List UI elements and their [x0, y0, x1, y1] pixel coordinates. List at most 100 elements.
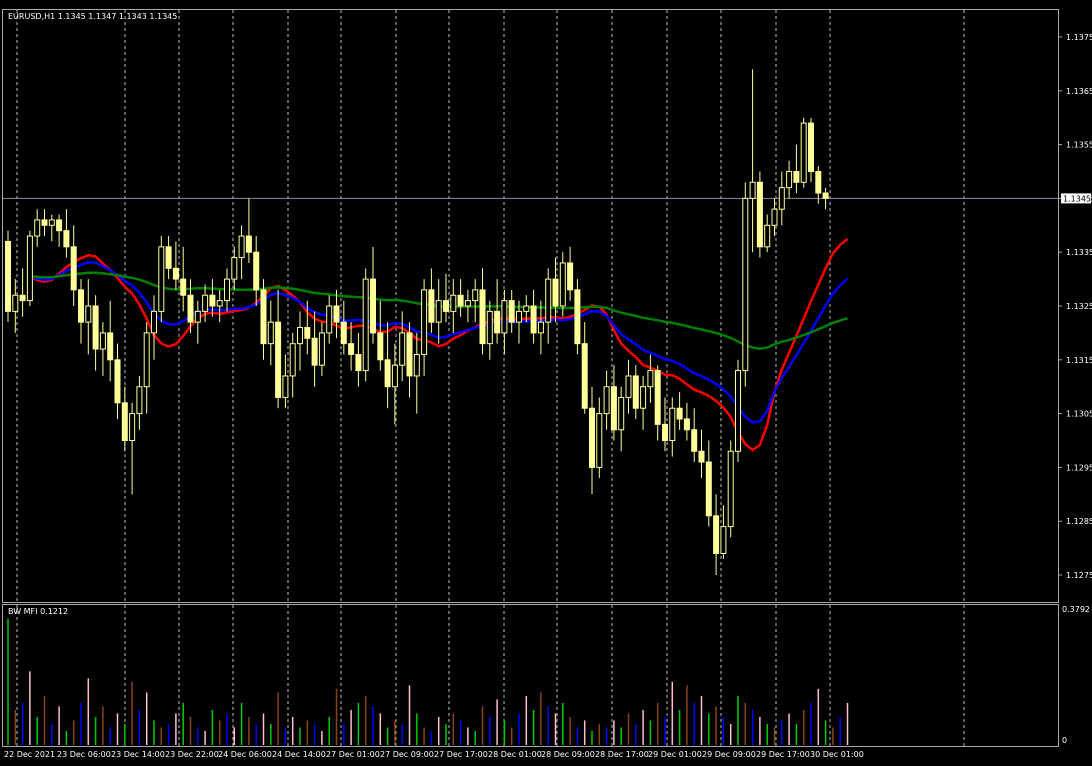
candle: [260, 279, 267, 360]
candle: [603, 370, 610, 430]
candle-body: [333, 305, 340, 323]
candle: [151, 295, 157, 360]
candle: [464, 289, 471, 323]
candle-body: [793, 171, 800, 183]
price-axis: 1.1375 1.1365 1.1355 1.1345 1.1335 1.1325 1.13…: [1058, 33, 1092, 580]
x-tick-label: 27 Dec 17:00: [434, 750, 488, 759]
candle: [267, 300, 274, 366]
candle-body: [705, 461, 712, 517]
candle: [698, 429, 705, 479]
main-panel-header: EURUSD,H1 1.1345 1.1347 1.1343 1.1345: [8, 12, 177, 21]
candle-body: [647, 370, 654, 388]
candle-body: [735, 370, 741, 452]
candle-body: [121, 402, 128, 441]
candle-body: [311, 337, 318, 366]
x-tick-label: 30 Dec 01:00: [810, 750, 864, 759]
candle-body: [187, 294, 194, 323]
candle-body: [581, 343, 588, 409]
candle-body: [654, 370, 661, 425]
candle-body: [640, 386, 647, 409]
candle-body: [822, 192, 829, 199]
candle-body: [348, 343, 355, 355]
candle-body: [19, 294, 26, 302]
candle: [742, 182, 749, 387]
candle-body: [362, 278, 369, 372]
candle: [523, 295, 530, 323]
candle: [537, 300, 544, 355]
candle: [632, 365, 639, 419]
candle: [78, 279, 84, 344]
candle-body: [698, 450, 705, 463]
candle-body: [384, 359, 391, 388]
candle: [85, 279, 92, 355]
candle: [209, 279, 216, 317]
candle-body: [413, 353, 420, 377]
candle: [370, 246, 376, 344]
candle-body: [815, 171, 822, 194]
candle-body: [172, 267, 179, 280]
candle: [413, 332, 420, 414]
candle: [691, 408, 698, 463]
candle-body: [406, 332, 413, 377]
candle: [822, 187, 829, 210]
candle: [311, 311, 318, 387]
candle-body: [808, 122, 814, 172]
y-tick-label: 1.1295: [1066, 463, 1092, 472]
x-tick-label: 29 Dec 01:00: [648, 750, 702, 759]
candle-body: [26, 235, 33, 302]
candle-body: [289, 343, 296, 377]
candle-body: [253, 251, 260, 291]
candle-body: [457, 294, 464, 307]
candle: [727, 440, 734, 538]
candle: [479, 268, 486, 355]
candle: [340, 300, 347, 355]
candle: [713, 494, 720, 575]
candle: [143, 322, 150, 414]
price-tag-label: 1.1345: [1063, 194, 1091, 203]
candle-body: [464, 300, 471, 307]
y-tick-label: 1.1275: [1066, 571, 1092, 580]
candle: [238, 225, 245, 280]
candle-body: [545, 278, 552, 323]
candle-body: [85, 305, 92, 323]
candle-body: [450, 294, 457, 312]
candle-body: [589, 407, 595, 468]
candle-body: [202, 294, 209, 312]
x-tick-label: 28 Dec 09:00: [541, 750, 595, 759]
candle: [158, 236, 165, 323]
x-tick-label: 29 Dec 09:00: [702, 750, 756, 759]
candle: [808, 117, 814, 183]
candle: [12, 279, 19, 333]
price-tag: 1.1345: [1061, 193, 1091, 204]
candle-body: [625, 375, 632, 398]
candle: [472, 279, 479, 323]
candle-body: [435, 300, 442, 323]
x-tick-label: 23 Dec 06:00: [57, 750, 111, 759]
candle: [720, 505, 727, 559]
candle-body: [691, 429, 698, 452]
x-tick-label: 29 Dec 17:00: [756, 750, 810, 759]
candle-body: [501, 300, 508, 334]
candle-body: [486, 310, 493, 345]
candle: [486, 300, 493, 360]
candle: [384, 322, 391, 409]
candle-body: [508, 300, 515, 323]
candle: [92, 295, 99, 371]
candle-body: [530, 305, 537, 334]
candle-body: [683, 418, 690, 431]
candle: [778, 171, 785, 226]
candle: [114, 343, 121, 419]
x-tick-label: 27 Dec 01:00: [326, 750, 380, 759]
candle: [552, 257, 559, 323]
candle-body: [41, 219, 48, 226]
candle-body: [596, 413, 603, 468]
candle: [676, 392, 683, 430]
candle: [275, 289, 282, 409]
candle: [216, 289, 223, 323]
candle: [399, 311, 406, 382]
candle: [19, 268, 26, 317]
candle-body: [610, 386, 617, 431]
candle: [165, 236, 172, 280]
candle-body: [800, 122, 807, 183]
candle: [224, 268, 230, 312]
